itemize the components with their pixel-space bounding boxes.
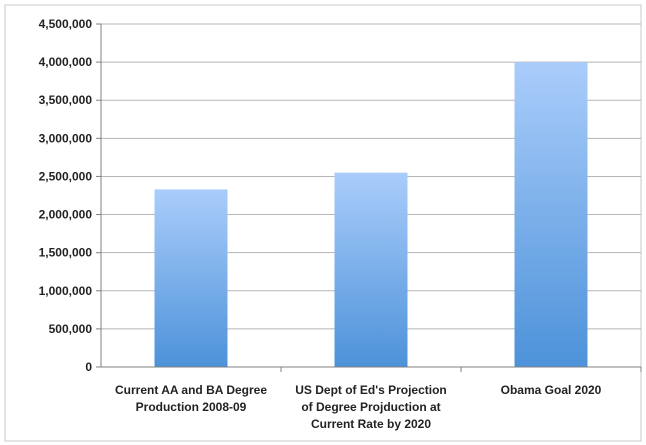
bars xyxy=(154,62,642,372)
y-tick-label: 4,000,000 xyxy=(39,55,93,69)
y-tick-label: 500,000 xyxy=(49,322,93,336)
y-tick-label: 1,000,000 xyxy=(39,284,93,298)
y-tick-label: 2,500,000 xyxy=(39,169,93,183)
y-tick-label: 3,500,000 xyxy=(39,93,93,107)
category-label: Current AA and BA Degree xyxy=(115,383,267,397)
bar-1 xyxy=(154,189,228,367)
category-label: Production 2008-09 xyxy=(136,400,247,414)
y-tick-label: 1,500,000 xyxy=(39,246,93,260)
y-tick-label: 3,000,000 xyxy=(39,131,93,145)
category-label: US Dept of Ed's Projection xyxy=(295,383,447,397)
category-label: of Degree Projduction at xyxy=(301,400,440,414)
y-tick-label: 4,500,000 xyxy=(39,17,93,31)
axes xyxy=(100,24,641,368)
bar-3 xyxy=(514,62,588,367)
y-axis-tick-labels: 0 500,000 1,000,000 1,500,000 2,000,000 2,500… xyxy=(39,17,101,374)
y-tick-label: 0 xyxy=(85,360,92,374)
category-label: Current Rate by 2020 xyxy=(311,417,431,431)
category-label: Obama Goal 2020 xyxy=(501,383,602,397)
x-axis-category-labels: Current AA and BA Degree Production 2008-… xyxy=(115,383,602,431)
y-tick-label: 2,000,000 xyxy=(39,208,93,222)
bar-2 xyxy=(334,172,408,367)
